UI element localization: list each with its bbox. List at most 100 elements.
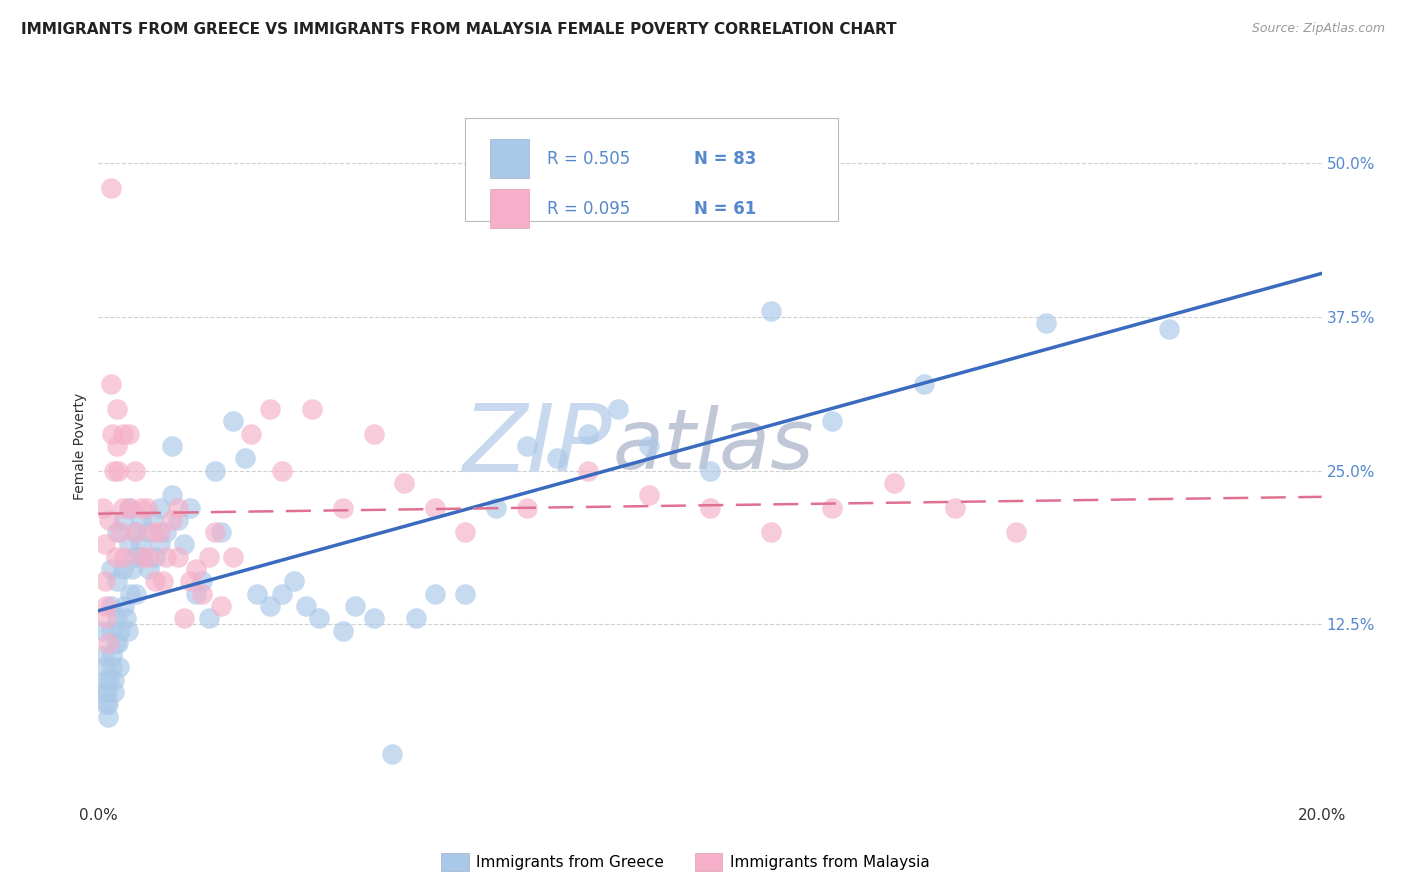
Point [111, 500, 134, 515]
Point [167, 500, 190, 515]
Point [97, 709, 120, 723]
Text: N = 83: N = 83 [695, 150, 756, 168]
Point [912, 377, 935, 392]
Point [136, 500, 159, 515]
Point [117, 624, 139, 638]
Point [155, 549, 177, 564]
Point [637, 488, 661, 502]
Point [100, 562, 122, 576]
Text: atlas: atlas [612, 406, 814, 486]
Point [108, 525, 131, 540]
Point [108, 660, 131, 674]
FancyBboxPatch shape [489, 189, 529, 228]
Point [222, 414, 245, 428]
Point [120, 587, 142, 601]
Point [112, 599, 135, 613]
Point [209, 599, 232, 613]
Point [143, 574, 166, 589]
Point [821, 500, 844, 515]
Point [179, 500, 201, 515]
Point [160, 439, 183, 453]
Point [103, 685, 125, 699]
Point [167, 513, 190, 527]
Point [259, 402, 281, 417]
Point [142, 525, 165, 540]
Point [186, 587, 208, 601]
Point [160, 513, 183, 527]
Point [209, 525, 232, 540]
Point [332, 500, 354, 515]
Point [91, 624, 114, 638]
Point [97, 698, 120, 712]
Point [204, 525, 226, 540]
Point [125, 587, 148, 601]
FancyBboxPatch shape [465, 118, 838, 221]
Point [167, 549, 190, 564]
Point [173, 537, 195, 551]
Point [142, 513, 165, 527]
Point [100, 624, 122, 638]
Point [270, 587, 292, 601]
Point [699, 500, 721, 515]
Point [100, 599, 122, 613]
Point [607, 402, 630, 417]
Point [100, 180, 122, 194]
Point [204, 464, 226, 478]
Point [97, 636, 120, 650]
Point [405, 611, 427, 625]
Point [344, 599, 367, 613]
Point [100, 377, 122, 392]
Point [136, 525, 159, 540]
Point [186, 562, 208, 576]
Point [1035, 316, 1057, 330]
Point [110, 624, 132, 638]
Point [111, 426, 134, 441]
Point [283, 574, 305, 589]
Point [103, 464, 125, 478]
Point [1157, 322, 1180, 336]
Point [104, 636, 127, 650]
Point [270, 464, 292, 478]
Point [759, 303, 782, 318]
Point [381, 747, 404, 761]
Text: Source: ZipAtlas.com: Source: ZipAtlas.com [1251, 22, 1385, 36]
Point [191, 574, 214, 589]
Point [129, 500, 152, 515]
Point [111, 513, 134, 527]
Point [259, 599, 281, 613]
Point [101, 660, 124, 674]
Point [143, 549, 166, 564]
Point [104, 549, 127, 564]
Point [576, 464, 599, 478]
Point [91, 500, 114, 515]
Point [160, 488, 183, 502]
Point [1004, 525, 1026, 540]
Point [124, 549, 146, 564]
Point [152, 574, 174, 589]
Point [423, 500, 446, 515]
Point [699, 464, 721, 478]
Point [131, 549, 153, 564]
Point [105, 439, 128, 453]
Point [93, 685, 115, 699]
Point [246, 587, 269, 601]
Text: N = 61: N = 61 [695, 200, 756, 218]
Point [105, 402, 128, 417]
Point [103, 673, 125, 687]
Point [138, 562, 160, 576]
Point [118, 537, 141, 551]
Point [125, 525, 148, 540]
Point [101, 426, 124, 441]
Text: R = 0.095: R = 0.095 [547, 200, 631, 218]
Point [155, 525, 177, 540]
Point [392, 475, 416, 490]
Point [240, 426, 263, 441]
Legend: Immigrants from Greece, Immigrants from Malaysia: Immigrants from Greece, Immigrants from … [436, 847, 936, 877]
Point [118, 500, 141, 515]
Point [308, 611, 330, 625]
Point [576, 426, 599, 441]
Point [131, 549, 153, 564]
Point [105, 611, 128, 625]
Point [120, 500, 142, 515]
Point [138, 549, 160, 564]
